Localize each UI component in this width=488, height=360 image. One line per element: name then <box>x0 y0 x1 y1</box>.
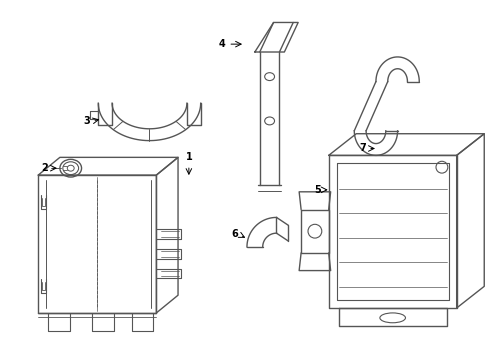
Text: 5: 5 <box>313 185 320 195</box>
Text: 1: 1 <box>185 152 192 162</box>
Text: 2: 2 <box>41 163 48 173</box>
Text: 6: 6 <box>231 229 238 239</box>
Text: 3: 3 <box>83 116 90 126</box>
Text: 4: 4 <box>218 39 225 49</box>
Text: 7: 7 <box>359 144 366 153</box>
